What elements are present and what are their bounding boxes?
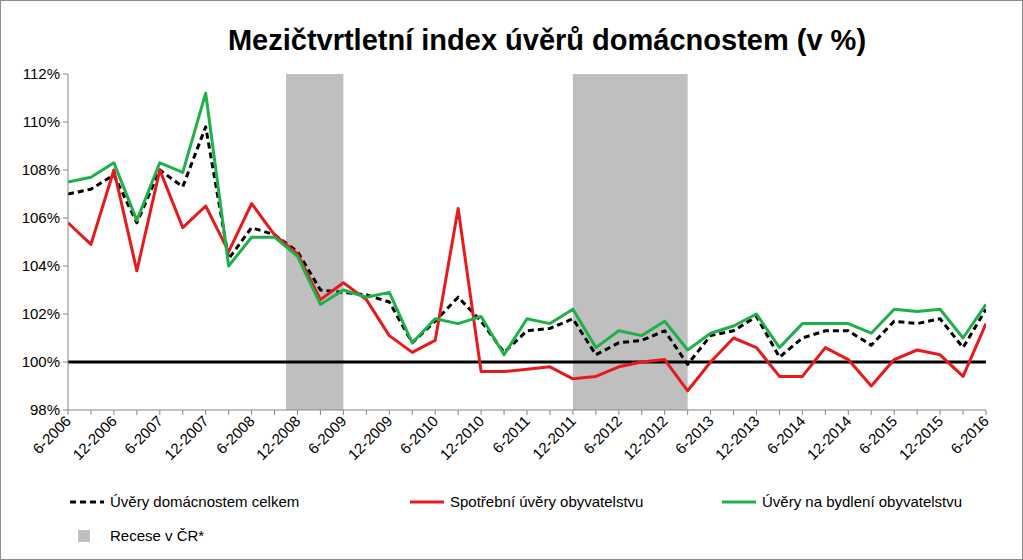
recession-band [573, 74, 688, 410]
x-tick-label: 6-2011 [489, 412, 533, 456]
x-tick [136, 410, 137, 415]
x-tick [595, 410, 596, 415]
x-tick [366, 410, 367, 415]
legend-swatch [722, 501, 756, 504]
x-tick [435, 410, 436, 415]
chart-frame [1, 1, 1023, 560]
x-tick [779, 410, 780, 415]
x-tick-label: 12-2006 [69, 412, 120, 463]
y-tick [63, 362, 68, 363]
x-tick [504, 410, 505, 415]
recession-band [286, 74, 343, 410]
x-tick [733, 410, 734, 415]
x-tick [182, 410, 183, 415]
y-tick [63, 74, 68, 75]
x-tick [871, 410, 872, 415]
y-tick [63, 170, 68, 171]
x-tick-label: 6-2013 [672, 412, 717, 457]
y-tick-label: 102% [22, 305, 60, 322]
x-tick [825, 410, 826, 415]
x-tick [68, 410, 69, 415]
x-tick-label: 12-2013 [712, 412, 763, 463]
y-tick-label: 112% [23, 65, 60, 82]
y-tick [63, 266, 68, 267]
x-tick-label: 6-2006 [29, 412, 74, 457]
x-tick [251, 410, 252, 415]
x-tick-label: 6-2008 [213, 412, 258, 457]
x-tick [320, 410, 321, 415]
x-tick [756, 410, 757, 415]
x-tick [986, 410, 987, 415]
y-tick [63, 410, 68, 411]
x-tick-label: 12-2011 [529, 412, 579, 462]
chart: Mezičtvrtletní index úvěrů domácnostem (… [0, 0, 1023, 560]
x-tick [228, 410, 229, 415]
y-tick [63, 122, 68, 123]
x-tick [113, 410, 114, 415]
x-tick [274, 410, 275, 415]
x-tick [917, 410, 918, 415]
x-tick [940, 410, 941, 415]
x-tick-label: 12-2014 [803, 412, 854, 463]
x-tick [205, 410, 206, 415]
legend-label: Recese v ČR* [110, 527, 204, 544]
series-line [68, 170, 986, 391]
series-line [68, 127, 986, 365]
y-tick [63, 314, 68, 315]
x-tick [389, 410, 390, 415]
y-tick [63, 218, 68, 219]
y-axis [68, 74, 69, 410]
y-tick-label: 108% [22, 161, 60, 178]
x-tick-label: 12-2007 [161, 412, 212, 463]
legend-swatch [70, 501, 104, 504]
y-tick-label: 110% [23, 113, 60, 130]
x-tick [343, 410, 344, 415]
x-tick [848, 410, 849, 415]
x-tick-label: 6-2007 [121, 412, 166, 457]
x-tick [412, 410, 413, 415]
legend-swatch [78, 530, 90, 542]
x-tick-label: 6-2012 [580, 412, 625, 457]
legend: Úvěry domácnostem celkem Spotřební úvěry … [70, 493, 962, 544]
x-tick-label: 12-2012 [620, 412, 671, 463]
x-tick [963, 410, 964, 415]
x-tick-label: 6-2014 [763, 412, 808, 457]
y-tick-label: 100% [22, 353, 60, 370]
x-tick [90, 410, 91, 415]
x-tick-label: 12-2010 [436, 412, 487, 463]
x-tick-label: 6-2009 [304, 412, 349, 457]
y-tick-label: 98% [30, 401, 60, 418]
series-line [68, 93, 986, 355]
x-tick-label: 12-2009 [344, 412, 395, 463]
x-tick [159, 410, 160, 415]
x-tick [641, 410, 642, 415]
legend-label: Spotřební úvěry obyvatelstvu [450, 493, 643, 510]
x-tick [664, 410, 665, 415]
y-tick-label: 104% [22, 257, 60, 274]
title: Mezičtvrtletní index úvěrů domácnostem (… [228, 24, 866, 56]
x-tick-label: 6-2015 [855, 412, 900, 457]
x-tick [527, 410, 528, 415]
x-tick [802, 410, 803, 415]
y-tick-label: 106% [22, 209, 60, 226]
x-tick [458, 410, 459, 415]
x-tick [297, 410, 298, 415]
x-tick-label: 6-2010 [396, 412, 441, 457]
plot-area [68, 74, 986, 410]
x-tick [481, 410, 482, 415]
x-tick [549, 410, 550, 415]
x-tick-label: 6-2016 [947, 412, 992, 457]
x-tick-label: 12-2008 [253, 412, 304, 463]
legend-label: Úvěry na bydlení obyvatelstvu [762, 493, 962, 510]
x-tick [710, 410, 711, 415]
x-tick [894, 410, 895, 415]
x-tick [618, 410, 619, 415]
x-tick-label: 12-2015 [895, 412, 946, 463]
legend-label: Úvěry domácnostem celkem [110, 493, 299, 510]
x-tick [572, 410, 573, 415]
legend-swatch [410, 501, 444, 504]
x-tick [687, 410, 688, 415]
